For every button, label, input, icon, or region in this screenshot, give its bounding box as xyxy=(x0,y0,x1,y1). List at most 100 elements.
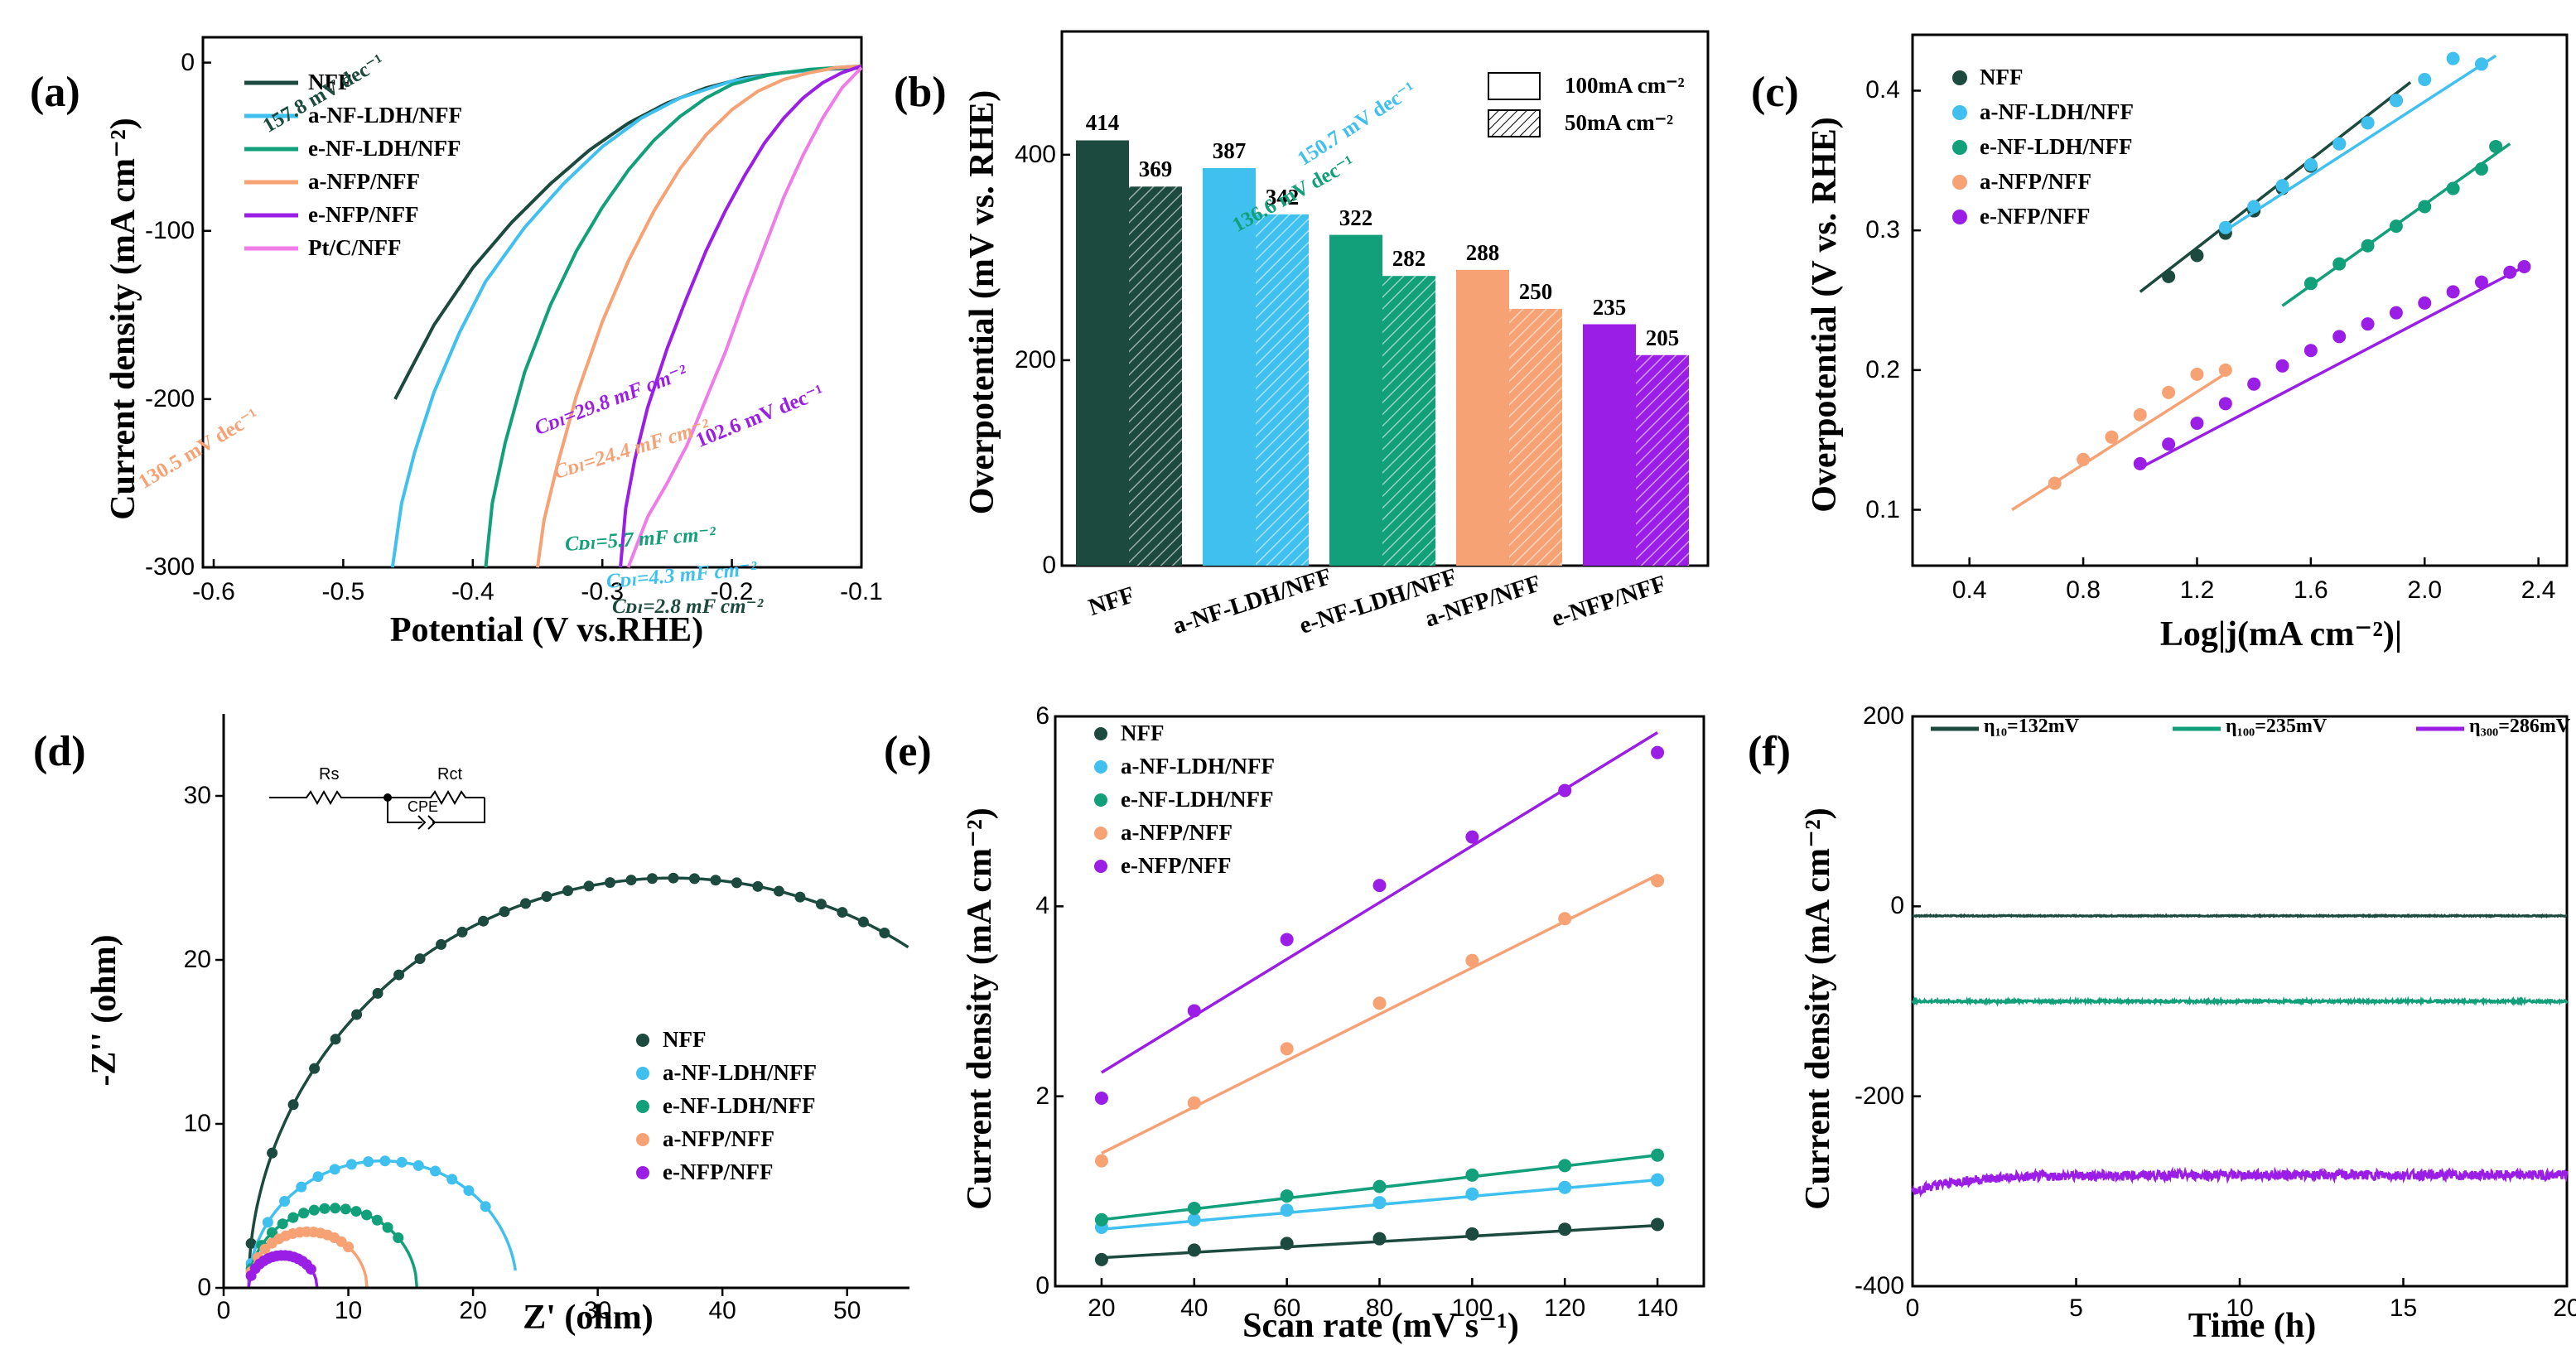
plot-frame xyxy=(1911,33,2569,567)
data-point xyxy=(2133,407,2147,422)
data-point xyxy=(2218,363,2232,377)
legend-swatch xyxy=(1488,109,1541,137)
panel-label: (c) xyxy=(1751,69,1799,116)
legend-marker xyxy=(1952,210,1967,224)
legend-marker xyxy=(1094,793,1107,807)
data-point xyxy=(343,1241,355,1253)
x-tick-label: 1.2 xyxy=(2179,576,2215,604)
data-point xyxy=(2489,139,2503,153)
legend-marker xyxy=(1952,105,1967,120)
data-point xyxy=(2162,385,2176,399)
panel-f-plot xyxy=(1911,715,2569,1288)
legend-marker xyxy=(1952,70,1967,85)
legend-label: e-NF-LDH/NFF xyxy=(663,1093,816,1118)
data-point xyxy=(480,1201,491,1212)
data-point xyxy=(436,938,447,950)
y-tick-label: -200 xyxy=(1854,1082,1904,1110)
data-point xyxy=(298,1208,310,1219)
series-line-nff xyxy=(393,65,862,400)
data-point xyxy=(296,1181,307,1193)
stability-trace xyxy=(1911,1166,2569,1198)
data-point xyxy=(583,880,595,892)
data-point xyxy=(541,891,552,903)
data-point xyxy=(2418,72,2432,86)
data-point xyxy=(267,1147,278,1159)
data-point xyxy=(2162,269,2176,283)
panel-e: 20 40 60 80 100 120 140 0 2 4 6 Cᴅₗ=2.8 mF cm⁻² Cᴅₗ=… xyxy=(532,361,1717,1345)
y-tick-label: -100 xyxy=(144,216,195,244)
data-point xyxy=(287,1099,299,1111)
data-point xyxy=(2361,317,2375,331)
panel-label: (e) xyxy=(884,728,932,775)
data-point xyxy=(2389,306,2403,320)
data-point xyxy=(329,1164,340,1175)
panel-d-plot xyxy=(215,714,909,1296)
y-tick-label: 4 xyxy=(1035,892,1049,920)
y-tick-label: 200 xyxy=(1014,345,1056,374)
legend-label: Pt/C/NFF xyxy=(308,235,402,260)
bar-50ma-e-nf-ldh-nff xyxy=(1382,276,1435,566)
legend-label: a-NF-LDH/NFF xyxy=(1121,754,1275,779)
fit-line xyxy=(2224,54,2497,232)
data-point xyxy=(382,1222,393,1233)
x-tick-label: 1.6 xyxy=(2294,576,2328,604)
x-tick-label: 20 xyxy=(459,1297,487,1324)
circuit-cpe xyxy=(387,798,485,830)
data-point xyxy=(361,1209,373,1221)
legend-marker xyxy=(636,1034,649,1047)
data-point xyxy=(379,1155,391,1167)
data-point xyxy=(371,1214,383,1226)
data-point xyxy=(773,885,784,897)
legend-label: a-NFP/NFF xyxy=(1980,169,2091,194)
data-point xyxy=(520,898,532,909)
panel-b-plot xyxy=(1060,30,1710,567)
legend-marker xyxy=(636,1067,649,1080)
panel-e-plot xyxy=(1054,715,1705,1288)
x-axis-title: Potential (V vs.RHE) xyxy=(389,611,704,649)
data-point xyxy=(1187,1212,1201,1227)
y-axis-title: -Z'' (ohm) xyxy=(85,934,123,1087)
data-point xyxy=(372,987,384,999)
x-tick-label: 0.4 xyxy=(1951,576,1987,604)
bar-value-label: 288 xyxy=(1465,239,1500,265)
data-point xyxy=(2517,260,2531,274)
data-point xyxy=(2048,476,2062,490)
fit-line xyxy=(1101,873,1658,1155)
data-point xyxy=(2303,344,2318,358)
x-tick-label: -0.4 xyxy=(451,578,494,605)
legend-label: η₃₀₀=286mV xyxy=(2469,716,2571,737)
fit-line xyxy=(2139,81,2412,293)
data-point xyxy=(2105,430,2119,444)
x-tick-label: -0.2 xyxy=(710,578,754,605)
circuit-label: Rs xyxy=(319,765,340,783)
y-tick-label: 20 xyxy=(183,946,211,973)
x-axis-title: Scan rate (mV s⁻¹) xyxy=(1242,1307,1519,1345)
data-point xyxy=(731,877,742,889)
legend-label: e-NFP/NFF xyxy=(308,202,419,227)
bar-value-label: 235 xyxy=(1592,294,1627,320)
fit-line xyxy=(2139,265,2525,470)
data-point xyxy=(2446,181,2460,195)
data-point xyxy=(330,1203,341,1214)
legend-marker xyxy=(1094,760,1107,774)
data-point xyxy=(1558,1180,1572,1194)
y-tick-label: 0.3 xyxy=(1865,216,1900,244)
bar-value-label: 250 xyxy=(1518,278,1553,304)
x-tick-label: 0.8 xyxy=(2066,576,2101,604)
data-point xyxy=(1094,1212,1108,1227)
legend-label: a-NF-LDH/NFF xyxy=(1980,99,2134,124)
x-tick-label: 140 xyxy=(1637,1294,1679,1322)
y-tick-label: 2 xyxy=(1035,1082,1049,1110)
data-point xyxy=(2303,157,2318,171)
data-point xyxy=(1187,1096,1201,1110)
data-point xyxy=(345,1159,357,1170)
bar-value-label: 322 xyxy=(1339,205,1373,230)
data-point xyxy=(2077,452,2091,466)
data-point xyxy=(1187,1004,1201,1018)
legend-label: e-NFP/NFF xyxy=(1980,204,2091,229)
x-tick-label: 30 xyxy=(583,1297,612,1324)
stability-trace xyxy=(1911,995,2569,1007)
x-tick-label: 40 xyxy=(1180,1294,1208,1322)
cdl-annotation: Cᴅₗ=2.8 mF cm⁻² xyxy=(612,595,764,618)
data-point xyxy=(1280,1042,1294,1056)
